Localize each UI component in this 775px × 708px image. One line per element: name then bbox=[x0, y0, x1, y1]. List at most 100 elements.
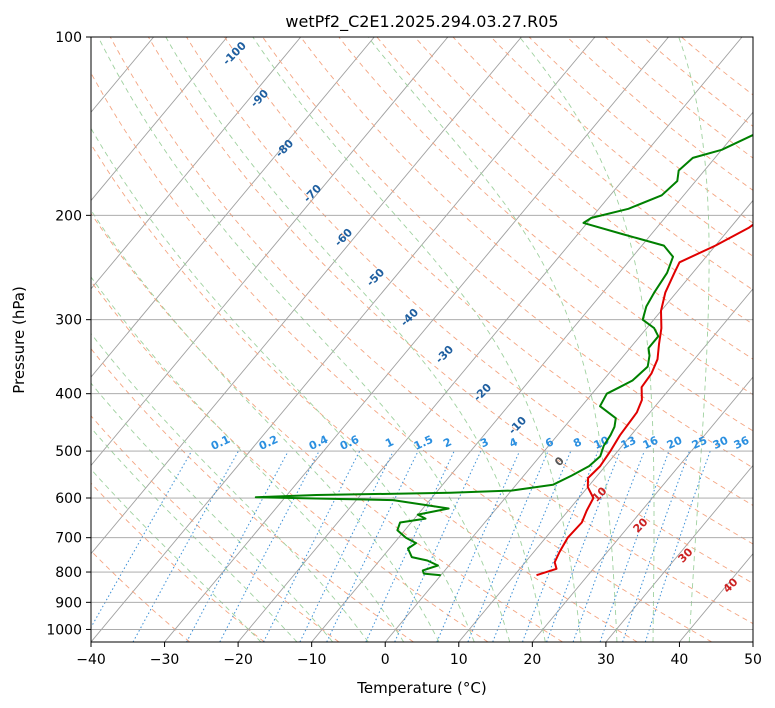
mixing-ratio-line bbox=[394, 450, 482, 642]
moist-adiabat-line bbox=[367, 37, 618, 642]
mixing-ratio-label: 1 bbox=[383, 435, 395, 450]
plot-frame bbox=[90, 36, 754, 643]
mixing-ratio-line bbox=[132, 450, 239, 642]
dry-adiabat-line bbox=[566, 37, 753, 191]
mixing-ratio-line bbox=[622, 450, 690, 642]
mixing-ratio-label: 0.2 bbox=[257, 433, 280, 453]
x-axis-title: Temperature (°C) bbox=[356, 679, 486, 697]
moist-adiabat-line bbox=[678, 37, 710, 642]
moist-adiabat-label: -50 bbox=[364, 266, 387, 289]
moist-adiabat-line bbox=[165, 37, 546, 642]
x-tick-label: 0 bbox=[381, 652, 390, 668]
moist-adiabat-label: -30 bbox=[433, 343, 456, 366]
moist-adiabat-line bbox=[91, 127, 475, 642]
isotherm-line bbox=[0, 37, 7, 642]
dry-adiabat-line bbox=[528, 37, 753, 224]
mixing-ratio-label: 20 bbox=[665, 434, 685, 452]
y-tick-label: 600 bbox=[55, 491, 82, 507]
dry-adiabat-line bbox=[452, 37, 753, 291]
moist-adiabat-label: -90 bbox=[248, 87, 271, 110]
mixing-ratio-line bbox=[263, 450, 361, 642]
mixing-ratio-line bbox=[572, 450, 645, 642]
moist-adiabat-label: 40 bbox=[721, 575, 741, 595]
mixing-ratio-line bbox=[546, 450, 621, 642]
y-tick-label: 1000 bbox=[46, 622, 82, 638]
dry-adiabat-line bbox=[148, 37, 753, 584]
moist-adiabat-line bbox=[91, 276, 405, 642]
y-axis: 1000 900 800 700 600 500 400 300 200 100 bbox=[46, 30, 91, 638]
isotherm-line bbox=[752, 641, 753, 642]
moist-adiabat-label: -40 bbox=[398, 306, 421, 329]
dry-adiabat-line bbox=[91, 550, 190, 642]
y-tick-label: 100 bbox=[55, 30, 82, 46]
isotherm-line bbox=[237, 37, 743, 642]
mixing-ratio-line bbox=[436, 450, 521, 642]
mixing-ratio-label: 4 bbox=[507, 435, 520, 450]
dry-adiabat-line bbox=[91, 212, 563, 642]
x-tick-label: 30 bbox=[597, 652, 615, 668]
moist-adiabat-label: -100 bbox=[220, 39, 249, 68]
mixing-ratio-label: 8 bbox=[571, 435, 583, 450]
dry-adiabat-line bbox=[681, 37, 753, 96]
isotherm-line bbox=[164, 37, 669, 642]
moist-adiabat-label: -80 bbox=[273, 137, 296, 160]
isotherm-line bbox=[91, 37, 375, 378]
x-tick-label: −40 bbox=[76, 652, 106, 668]
moist-adiabat-line bbox=[252, 37, 582, 642]
mixing-ratio-label: 16 bbox=[641, 434, 661, 452]
dry-adiabat-line bbox=[91, 280, 489, 642]
dewpoint-profile-line bbox=[254, 133, 753, 577]
mixing-ratio-line bbox=[492, 450, 572, 642]
y-tick-label: 400 bbox=[55, 387, 82, 403]
moist-adiabat-line bbox=[91, 427, 298, 642]
mixing-ratio-label: 25 bbox=[690, 434, 709, 452]
mixing-ratio-label: 1.5 bbox=[412, 433, 435, 453]
mixing-ratio-label: 0.4 bbox=[307, 433, 330, 453]
isotherm-line bbox=[311, 111, 753, 642]
isoline-labels: -100-90-80-70-60-50-40-30-20-10010203040… bbox=[209, 39, 752, 596]
mixing-ratio-line bbox=[186, 450, 289, 642]
x-tick-label: 40 bbox=[671, 652, 689, 668]
dry-adiabat-line bbox=[224, 37, 753, 506]
dry-adiabat-line bbox=[338, 37, 753, 396]
moist-adiabat-label: -20 bbox=[471, 381, 494, 404]
dry-adiabat-line bbox=[91, 143, 638, 642]
mixing-ratio-line bbox=[326, 450, 419, 642]
isotherm-line bbox=[458, 288, 753, 642]
series-layer bbox=[254, 133, 753, 577]
mixing-ratio-line bbox=[91, 450, 193, 629]
isotherm-line bbox=[91, 37, 522, 555]
x-tick-label: 10 bbox=[450, 652, 468, 668]
dry-adiabat-line bbox=[91, 482, 265, 642]
moist-adiabat-line bbox=[97, 37, 511, 642]
y-tick-label: 800 bbox=[55, 565, 82, 581]
y-tick-label: 700 bbox=[55, 531, 82, 547]
isotherm-line bbox=[91, 37, 302, 290]
y-tick-label: 200 bbox=[55, 208, 82, 224]
moist-adiabat-label: 20 bbox=[631, 515, 651, 535]
dry-adiabat-line bbox=[490, 37, 753, 257]
isotherm-line bbox=[91, 37, 228, 202]
y-tick-label: 500 bbox=[55, 444, 82, 460]
moist-adiabat-line bbox=[91, 332, 369, 642]
isotherm-line bbox=[679, 552, 753, 642]
mixing-ratio-line bbox=[644, 450, 711, 642]
y-tick-label: 900 bbox=[55, 595, 82, 611]
y-axis-title: Pressure (hPa) bbox=[10, 286, 28, 394]
mixing-ratio-line bbox=[467, 450, 549, 642]
moist-adiabat-label: 0 bbox=[552, 454, 567, 469]
x-axis: −40 −30 −20 −10 0 10 20 30 40 50 bbox=[76, 642, 762, 668]
mixing-ratio-label: 36 bbox=[732, 434, 752, 452]
moist-adiabat-line bbox=[91, 468, 262, 642]
chart-title: wetPf2_C2E1.2025.294.03.27.R05 bbox=[285, 12, 558, 32]
moist-adiabat-line bbox=[91, 209, 440, 642]
moist-adiabat-label: -60 bbox=[332, 226, 355, 249]
y-tick-label: 300 bbox=[55, 313, 82, 329]
dry-adiabat-line bbox=[643, 37, 753, 127]
mixing-ratio-line bbox=[599, 450, 670, 642]
mixing-ratio-label: 2 bbox=[441, 435, 453, 450]
moist-adiabat-label: -10 bbox=[506, 414, 529, 437]
temperature-profile-line bbox=[536, 223, 753, 577]
mixing-ratio-label: 0.1 bbox=[209, 433, 232, 453]
